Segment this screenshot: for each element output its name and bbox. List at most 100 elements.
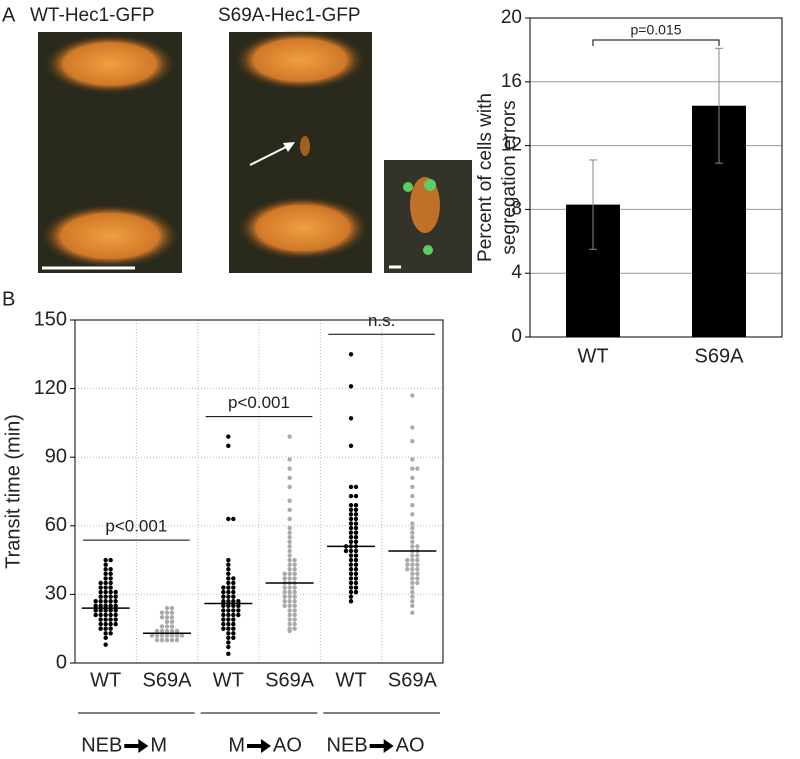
data-point	[231, 599, 236, 604]
data-point	[108, 589, 113, 595]
data-point	[169, 633, 175, 638]
data-point	[410, 530, 415, 535]
data-point	[410, 594, 415, 599]
data-point	[343, 548, 349, 554]
group-to: M	[150, 734, 167, 756]
data-point	[287, 571, 292, 577]
data-point	[154, 628, 160, 634]
data-point	[292, 571, 297, 577]
data-point	[415, 580, 420, 586]
data-point	[164, 628, 170, 634]
data-point	[93, 608, 98, 613]
data-point	[169, 637, 175, 643]
image-label: S69A-Hec1-GFP	[218, 5, 361, 26]
group-arrow	[247, 739, 271, 753]
data-point	[353, 516, 359, 522]
error-bar	[589, 159, 597, 250]
data-point	[353, 548, 359, 554]
data-point	[287, 608, 292, 613]
data-point	[348, 416, 354, 421]
data-point	[231, 585, 236, 590]
data-point	[231, 603, 236, 609]
data-point	[410, 589, 415, 595]
y-tick-label: 16	[501, 71, 522, 92]
data-point	[410, 553, 415, 558]
data-point	[103, 571, 108, 577]
data-point	[348, 539, 354, 545]
data-point	[103, 626, 108, 631]
data-point	[348, 585, 354, 590]
data-point	[287, 530, 292, 535]
data-point	[98, 594, 103, 599]
data-point	[108, 617, 113, 622]
data-point	[226, 434, 231, 439]
data-point	[113, 603, 118, 609]
data-point	[221, 617, 226, 622]
data-point	[292, 589, 297, 595]
data-point	[353, 503, 359, 508]
data-point	[226, 576, 231, 581]
data-point	[231, 635, 236, 641]
data-point	[348, 503, 354, 508]
data-point	[292, 621, 297, 627]
data-point	[292, 612, 297, 618]
data-point	[159, 637, 165, 643]
data-point	[287, 544, 292, 549]
data-point	[103, 557, 108, 563]
data-point	[287, 457, 292, 462]
data-point	[287, 562, 292, 567]
data-point	[98, 612, 103, 618]
data-point	[287, 553, 292, 558]
p-value: p=0.015	[631, 22, 682, 38]
data-point	[103, 603, 108, 609]
data-point	[405, 557, 410, 563]
data-point	[353, 507, 359, 512]
data-point	[353, 539, 359, 545]
data-point	[415, 553, 420, 558]
data-point	[287, 585, 292, 590]
data-point	[98, 621, 103, 627]
data-point	[103, 617, 108, 622]
data-point	[348, 580, 354, 586]
data-point	[287, 434, 292, 439]
data-point	[226, 599, 231, 604]
micrograph-inset	[384, 160, 472, 273]
data-point	[226, 651, 231, 657]
data-point	[103, 599, 108, 604]
y-tick-label: 0	[56, 651, 67, 673]
data-point	[226, 594, 231, 599]
data-point	[221, 594, 226, 599]
data-point	[410, 603, 415, 609]
data-point	[226, 443, 231, 448]
data-point	[221, 608, 226, 613]
data-point	[103, 594, 108, 599]
data-point	[410, 585, 415, 590]
data-point	[348, 352, 354, 357]
x-tick-label: WT	[335, 669, 366, 691]
data-point	[98, 603, 103, 609]
data-point	[98, 608, 103, 613]
data-point	[98, 589, 103, 595]
data-point	[226, 516, 231, 522]
data-point	[287, 589, 292, 595]
data-point	[410, 466, 415, 471]
data-point	[226, 603, 231, 609]
x-tick-label: S69A	[143, 669, 193, 691]
data-point	[410, 438, 415, 444]
plot-frame	[529, 17, 783, 338]
p-value: p<0.001	[105, 517, 167, 536]
data-point	[410, 393, 415, 398]
data-point	[353, 567, 359, 572]
data-point	[287, 603, 292, 609]
data-point	[287, 539, 292, 545]
data-point	[292, 576, 297, 581]
data-point	[410, 493, 415, 499]
y-tick-label: 90	[45, 445, 67, 467]
data-point	[164, 615, 170, 620]
data-point	[353, 576, 359, 581]
x-tick-label: S69A	[265, 669, 315, 691]
data-point	[410, 503, 415, 508]
data-point	[169, 624, 175, 629]
y-tick-label: 4	[511, 262, 522, 283]
data-point	[410, 539, 415, 545]
